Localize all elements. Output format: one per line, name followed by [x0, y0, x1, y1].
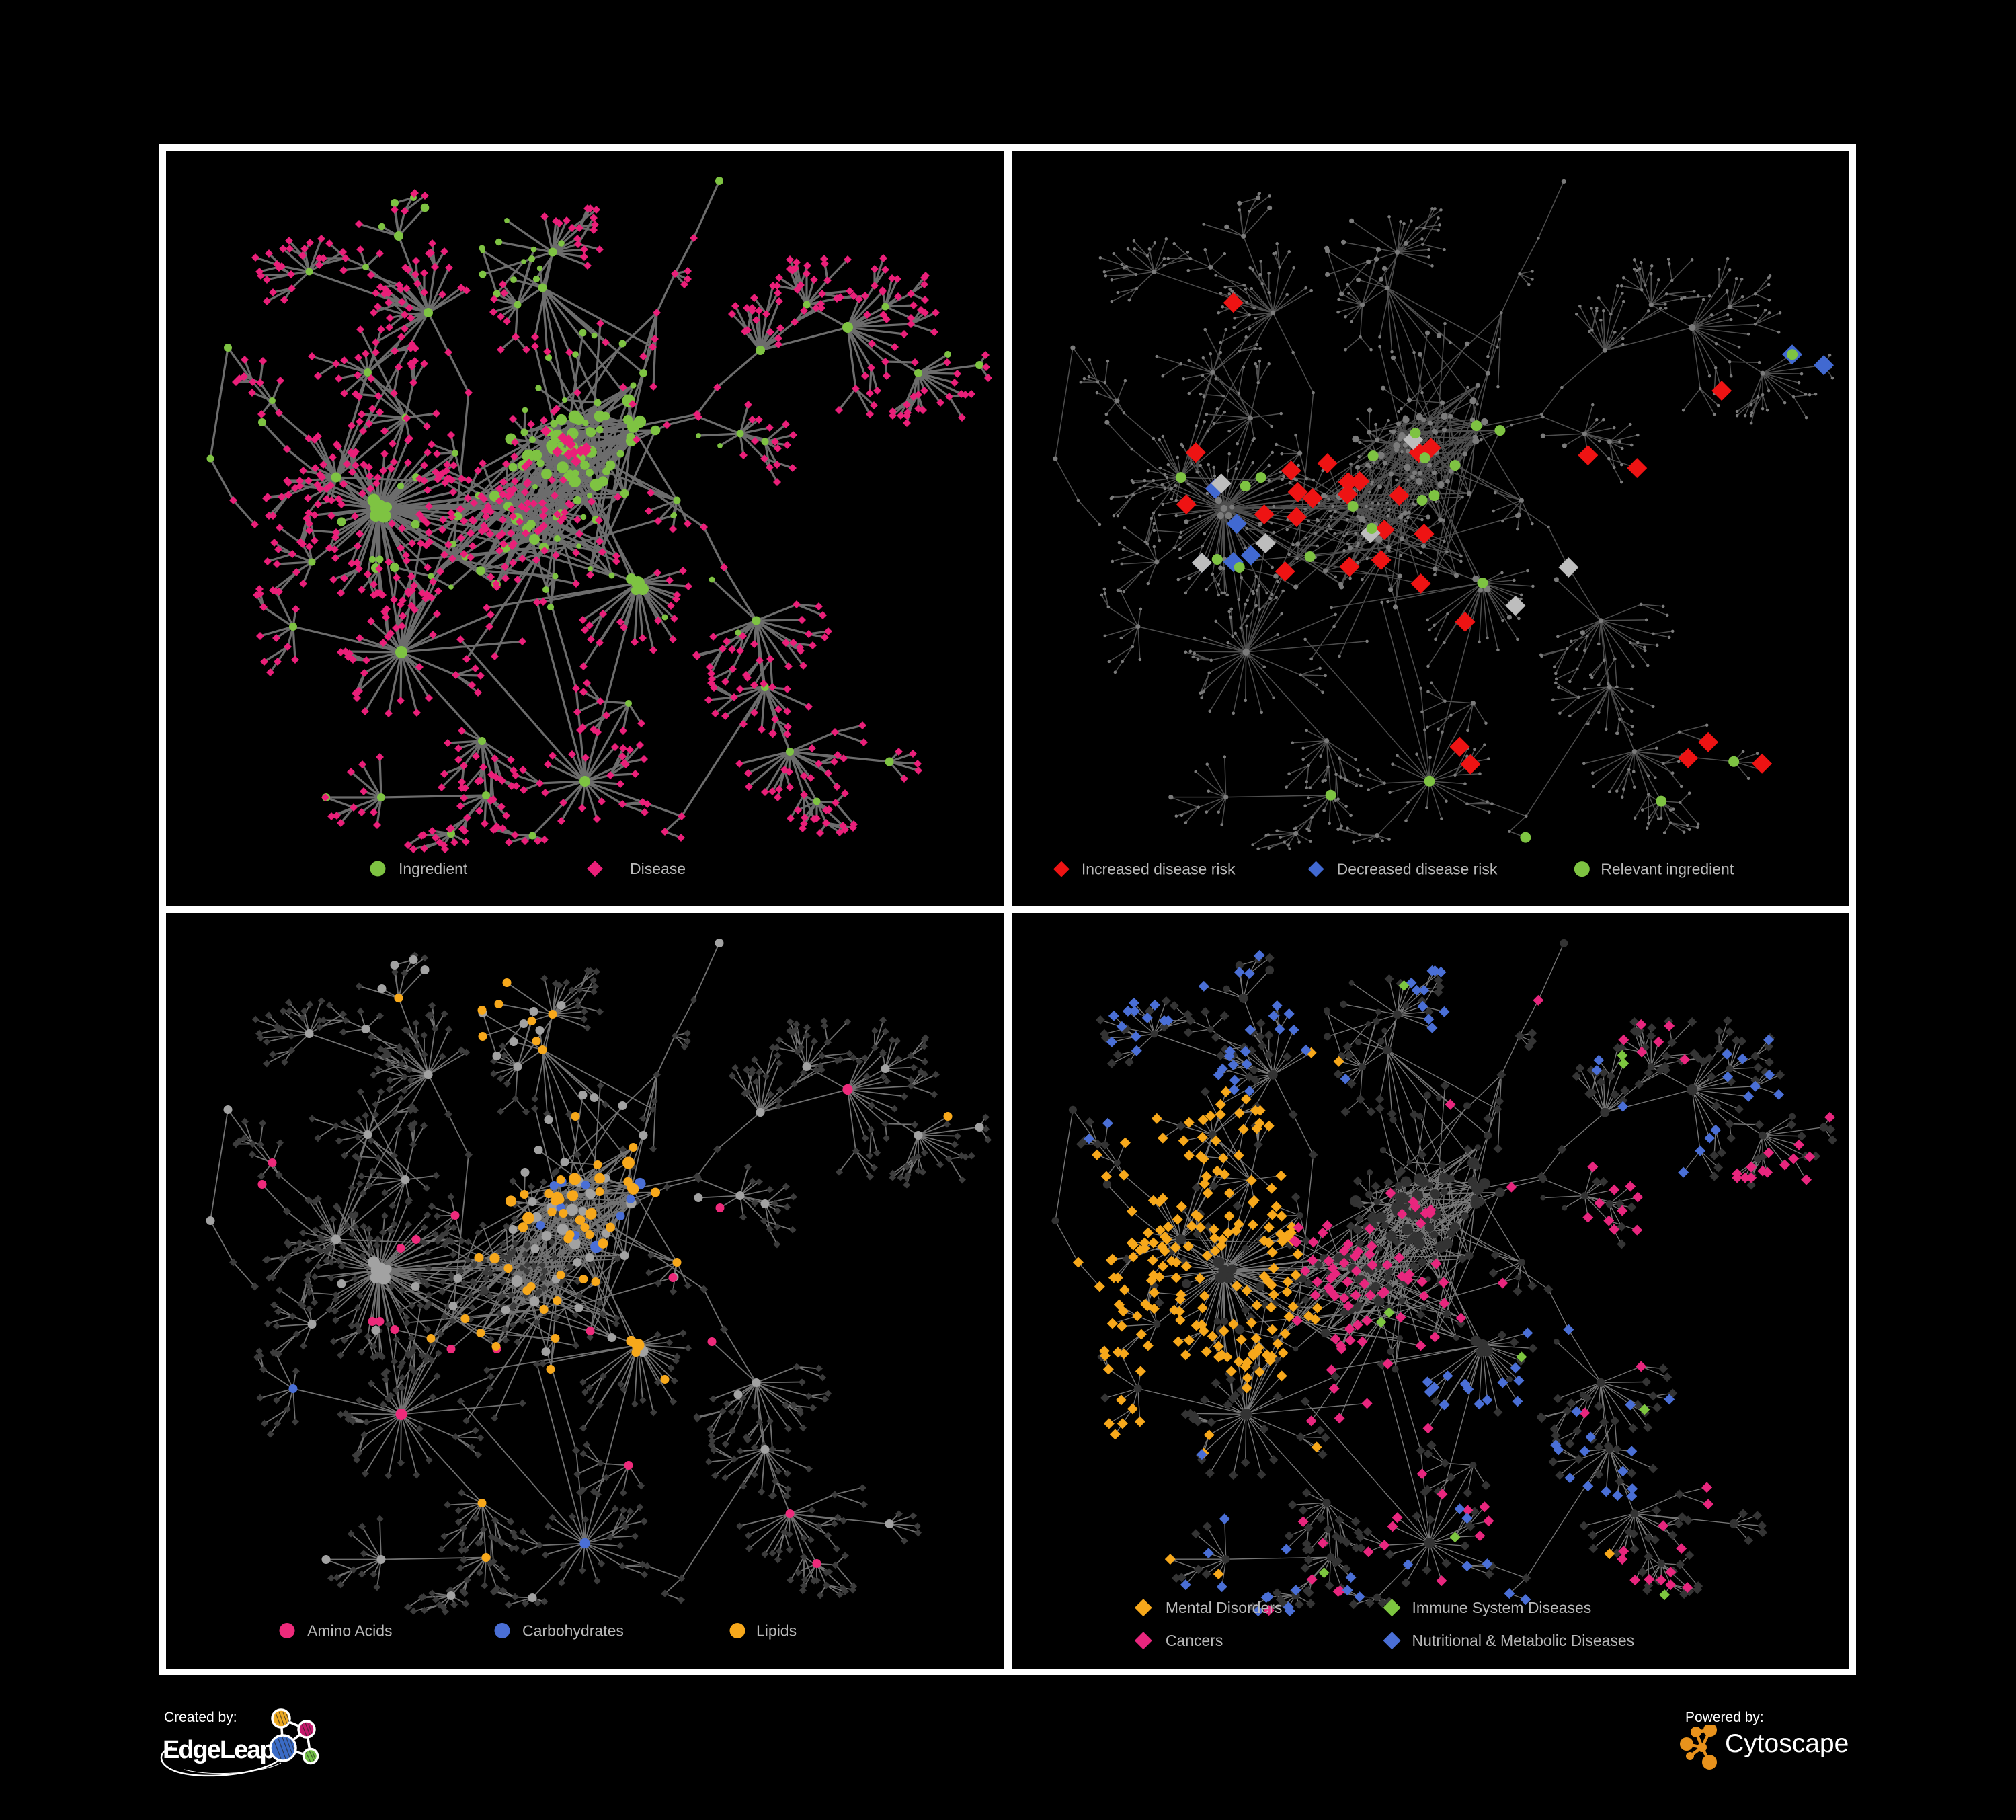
svg-text:Lipids: Lipids [756, 1622, 797, 1640]
svg-text:Relevant ingredient: Relevant ingredient [1601, 861, 1734, 878]
svg-text:Cancers: Cancers [1166, 1632, 1223, 1649]
svg-text:Decreased disease risk: Decreased disease risk [1337, 861, 1498, 878]
svg-text:Ingredient: Ingredient [399, 860, 468, 877]
svg-text:Carbohydrates: Carbohydrates [522, 1622, 624, 1640]
svg-text:Mental Disorders: Mental Disorders [1166, 1599, 1283, 1616]
svg-text:Immune System Diseases: Immune System Diseases [1412, 1599, 1592, 1616]
svg-text:Amino Acids: Amino Acids [307, 1622, 393, 1640]
svg-text:Nutritional & Metabolic Diseas: Nutritional & Metabolic Diseases [1412, 1632, 1635, 1649]
svg-text:Increased disease risk: Increased disease risk [1082, 861, 1236, 878]
svg-text:Disease: Disease [630, 860, 686, 877]
